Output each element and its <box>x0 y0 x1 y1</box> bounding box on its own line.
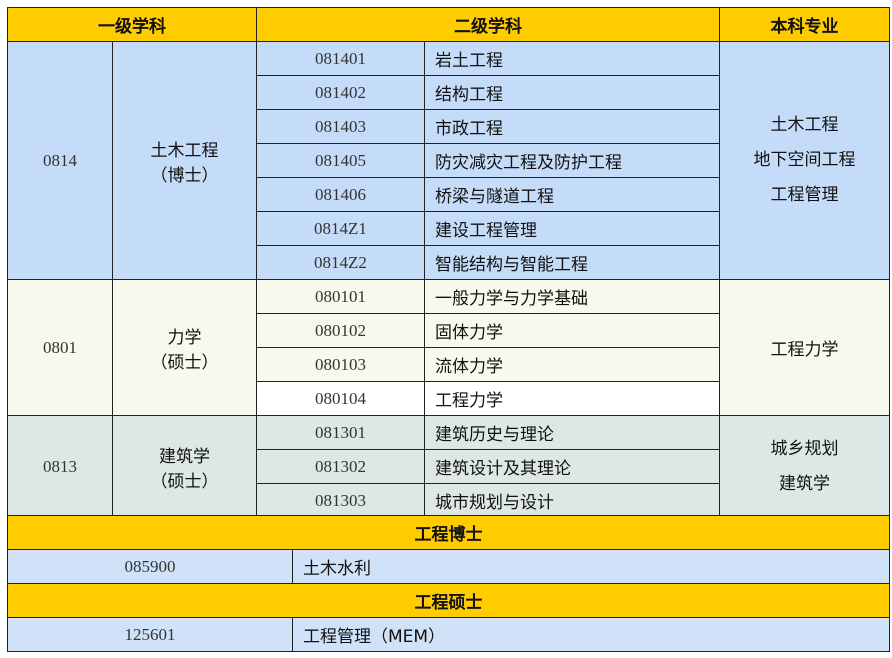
table-row: 081406 桥梁与隧道工程 <box>8 177 890 212</box>
group-name: 力学 （硕士） <box>112 279 257 416</box>
major: 工程力学 <box>770 340 839 360</box>
sub-code: 0814Z2 <box>256 245 425 280</box>
major: 工程管理 <box>770 185 839 205</box>
sub-name: 城市规划与设计 <box>424 483 720 518</box>
program-name: 工程管理（MEM） <box>292 617 890 652</box>
table-row: 085900 土木水利 <box>7 549 890 584</box>
sub-code: 081403 <box>256 109 425 144</box>
table-row: 081405 防灾减灾工程及防护工程 <box>8 143 890 178</box>
sub-code: 080102 <box>256 313 425 348</box>
group-title: 土木工程 <box>150 140 219 161</box>
sub-code: 080103 <box>256 347 425 382</box>
group-title: 力学 <box>167 327 202 348</box>
group-degree: （硕士） <box>150 471 219 492</box>
group-code: 0814 <box>7 41 113 280</box>
sub-name: 建筑历史与理论 <box>424 415 720 450</box>
major: 城乡规划 <box>770 438 839 459</box>
header-level2: 二级学科 <box>256 7 720 42</box>
table-row: 080102 固体力学 <box>8 313 890 348</box>
section-title: 工程硕士 <box>7 583 890 618</box>
group-code: 0813 <box>7 415 113 518</box>
table-row: 0814Z2 智能结构与智能工程 <box>8 245 890 280</box>
table-row: 0814Z1 建设工程管理 <box>8 211 890 246</box>
sub-name: 工程力学 <box>424 381 720 416</box>
sub-code: 081401 <box>256 41 425 76</box>
sub-code: 080104 <box>256 381 425 416</box>
header-level1: 一级学科 <box>7 7 257 42</box>
sub-name: 固体力学 <box>424 313 720 348</box>
section-header-row: 工程硕士 <box>7 583 890 618</box>
group-degree: （硕士） <box>150 352 219 373</box>
major: 地下空间工程 <box>753 150 856 170</box>
sub-code: 081303 <box>256 483 425 518</box>
table-row: 0801 力学 （硕士） 080101 一般力学与力学基础 工程力学 <box>7 279 890 416</box>
section-title: 工程博士 <box>7 515 890 550</box>
header-row: 一级学科 二级学科 本科专业 <box>7 7 890 42</box>
sub-name: 桥梁与隧道工程 <box>424 177 720 212</box>
sub-name: 流体力学 <box>424 347 720 382</box>
group-name: 建筑学 （硕士） <box>112 415 257 518</box>
professional-table: 工程博士 085900 土木水利 工程硕士 125601 工程管理（MEM） <box>7 515 890 652</box>
table-row: 0813 建筑学 （硕士） 081301 建筑历史与理论 城乡规划 建筑学 <box>7 415 890 518</box>
group-title: 建筑学 <box>159 446 210 467</box>
table-row: 080103 流体力学 <box>8 347 890 382</box>
sub-code: 081405 <box>256 143 425 178</box>
sub-code: 081402 <box>256 75 425 110</box>
section-header-row: 工程博士 <box>7 515 890 550</box>
table-row: 081303 城市规划与设计 <box>8 483 890 518</box>
sub-name: 防灾减灾工程及防护工程 <box>424 143 720 178</box>
sub-name: 市政工程 <box>424 109 720 144</box>
sub-code: 081406 <box>256 177 425 212</box>
program-name: 土木水利 <box>292 549 890 584</box>
sub-name: 一般力学与力学基础 <box>424 279 720 314</box>
table-row: 081403 市政工程 <box>8 109 890 144</box>
undergrad-majors: 城乡规划 建筑学 <box>719 415 890 518</box>
table-row: 081402 结构工程 <box>8 75 890 110</box>
major: 建筑学 <box>779 473 830 494</box>
group-degree: （博士） <box>150 165 219 186</box>
program-code: 125601 <box>7 617 293 652</box>
major: 土木工程 <box>770 115 839 135</box>
sub-code: 081301 <box>256 415 425 450</box>
sub-name: 岩土工程 <box>424 41 720 76</box>
sub-name: 结构工程 <box>424 75 720 110</box>
undergrad-majors: 工程力学 <box>719 279 890 416</box>
undergrad-majors: 土木工程地下空间工程 工程管理 <box>719 41 890 280</box>
sub-name: 建设工程管理 <box>424 211 720 246</box>
sub-code: 0814Z1 <box>256 211 425 246</box>
sub-code: 081302 <box>256 449 425 484</box>
table-row: 125601 工程管理（MEM） <box>7 617 890 652</box>
sub-name: 建筑设计及其理论 <box>424 449 720 484</box>
sub-name: 智能结构与智能工程 <box>424 245 720 280</box>
program-code: 085900 <box>7 549 293 584</box>
table-row: 0814 土木工程 （博士） 081401 岩土工程 土木工程 地下空间工程 工程管理 <box>7 41 890 280</box>
sub-code: 080101 <box>256 279 425 314</box>
discipline-table: 一级学科 二级学科 本科专业 0814 土木工程 （博士） 081401 岩土工程… <box>7 7 890 518</box>
table-row: 081302 建筑设计及其理论 <box>8 449 890 484</box>
group-code: 0801 <box>7 279 113 416</box>
group-name: 土木工程 （博士） <box>112 41 257 280</box>
header-undergrad: 本科专业 <box>719 7 890 42</box>
